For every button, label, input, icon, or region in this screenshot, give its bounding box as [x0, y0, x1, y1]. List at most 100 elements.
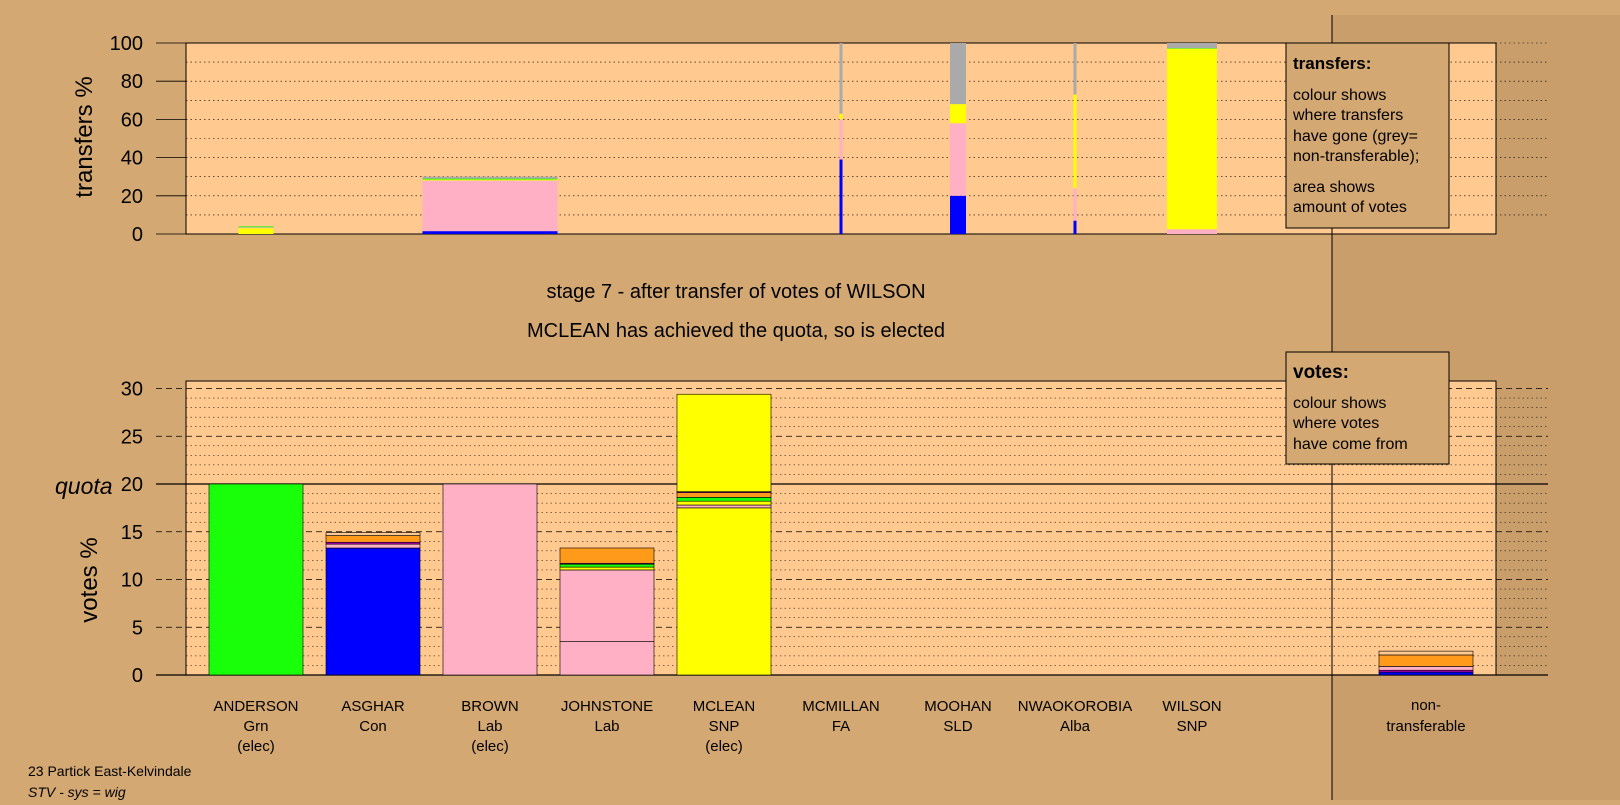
candidate-name: WILSON [1162, 698, 1221, 715]
transfer-segment [1167, 48, 1217, 230]
quota-label: quota [55, 473, 113, 499]
vote-segment [676, 504, 772, 509]
transfers-legend-box [1285, 42, 1450, 229]
candidate-status: (elec) [237, 738, 275, 755]
votes-y-tick-label: 25 [121, 426, 143, 448]
votes-legend-line: colour shows [1293, 395, 1386, 412]
transfers-bars [238, 43, 1217, 234]
votes-bars [208, 393, 1474, 676]
candidate-party: SLD [943, 718, 972, 735]
transfer-segment [238, 227, 274, 229]
vote-segment [559, 566, 655, 571]
votes-y-tick-label: 30 [121, 379, 143, 401]
votes-y-tick-label: 15 [121, 522, 143, 544]
transfer-segment [1167, 48, 1217, 49]
candidate-name: JOHNSTONE [561, 698, 653, 715]
vote-segment [325, 535, 421, 543]
nontransferable-label: transferable [1386, 718, 1465, 735]
votes-chart: 0 5 10 15 20 25 30 ANDERSON Grn (elec) ASGHAR Con B… [55, 379, 1548, 755]
transfer-segment [950, 104, 966, 124]
transfer-segment [422, 231, 558, 234]
candidate-party: Grn [243, 718, 268, 735]
candidate-party: Con [359, 718, 387, 735]
transfers-y-tick-label: 0 [132, 224, 143, 246]
nontransferable-segment [1378, 650, 1474, 656]
vote-segment [676, 497, 772, 502]
candidate-party: Alba [1060, 718, 1091, 735]
vote-segment [559, 641, 655, 676]
transfer-segment [1073, 188, 1077, 221]
transfer-segment [839, 119, 843, 160]
nontransferable-segment [1378, 666, 1474, 671]
transfers-y-ticks: 0 20 40 60 80 100 [110, 33, 186, 246]
transfers-y-tick-label: 80 [121, 71, 143, 93]
transfer-segment [1073, 43, 1077, 95]
transfer-segment [422, 176, 558, 179]
transfer-segment [422, 179, 558, 181]
votes-y-tick-label: 5 [132, 617, 143, 639]
votes-legend-box [1285, 351, 1450, 465]
vote-segment [325, 543, 421, 549]
transfers-legend-line: have gone (grey= [1293, 128, 1418, 145]
transfers-legend-title: transfers: [1293, 54, 1371, 73]
candidate-party: Lab [594, 718, 619, 735]
vote-segment [442, 483, 538, 676]
transfer-segment [950, 123, 966, 196]
votes-y-tick-label: 10 [121, 570, 143, 592]
transfers-y-tick-label: 60 [121, 109, 143, 131]
votes-y-tick-label: 20 [121, 474, 143, 496]
transfers-legend-line: colour shows [1293, 87, 1386, 104]
candidate-name: MOOHAN [924, 698, 992, 715]
transfers-legend-line: amount of votes [1293, 199, 1407, 216]
vote-segment [325, 532, 421, 536]
candidate-name: MCLEAN [693, 698, 756, 715]
candidate-party: SNP [709, 718, 740, 735]
candidate-name: NWAOKOROBIA [1018, 698, 1132, 715]
votes-y-ticks: 0 5 10 15 20 25 30 [121, 379, 143, 688]
votes-legend-title: votes: [1293, 362, 1349, 383]
transfer-segment [1167, 43, 1217, 49]
votes-legend-line: have come from [1293, 436, 1408, 453]
candidate-name: ANDERSON [213, 698, 298, 715]
candidate-name: ASGHAR [341, 698, 405, 715]
transfer-segment [1167, 229, 1217, 234]
vote-segment [676, 507, 772, 676]
transfer-segment [950, 195, 966, 234]
candidate-party: SNP [1177, 718, 1208, 735]
transfers-legend-line: where transfers [1292, 107, 1403, 124]
ward-name: 23 Partick East-Kelvindale [28, 763, 192, 779]
votes-y-tick-label: 0 [132, 665, 143, 687]
transfer-segment [839, 43, 843, 114]
system-label: STV - sys = wig [28, 784, 126, 800]
vote-segment [676, 492, 772, 498]
transfers-y-axis-label: transfers % [71, 76, 98, 197]
vote-segment [208, 483, 304, 676]
transfer-segment [422, 178, 558, 180]
transfer-segment [950, 43, 966, 105]
vote-segment [676, 500, 772, 506]
candidate-status: (elec) [705, 738, 743, 755]
vote-segment [559, 563, 655, 568]
transfer-segment [839, 113, 843, 120]
votes-y-axis-label: votes % [76, 537, 103, 622]
candidate-name: MCMILLAN [802, 698, 880, 715]
transfer-segment [1073, 220, 1077, 234]
vote-segment [559, 547, 655, 564]
transfer-segment [839, 159, 843, 234]
vote-segment [676, 393, 772, 492]
transfers-legend-line: non-transferable); [1293, 148, 1419, 165]
vote-segment [559, 569, 655, 642]
transfers-y-tick-label: 40 [121, 148, 143, 170]
transfers-y-tick-label: 20 [121, 186, 143, 208]
result-title: MCLEAN has achieved the quota, so is ele… [527, 320, 945, 342]
nontransferable-segment [1378, 654, 1474, 667]
vote-segment [325, 547, 421, 676]
votes-legend: votes: colour shows where votes have com… [1285, 351, 1450, 465]
transfer-segment [238, 226, 274, 228]
transfers-y-tick-label: 100 [110, 33, 143, 55]
stage-title: stage 7 - after transfer of votes of WIL… [546, 281, 925, 303]
votes-x-labels: ANDERSON Grn (elec) ASGHAR Con BROWN Lab (elec)… [213, 697, 1465, 755]
nontransferable-segment [1378, 671, 1474, 676]
